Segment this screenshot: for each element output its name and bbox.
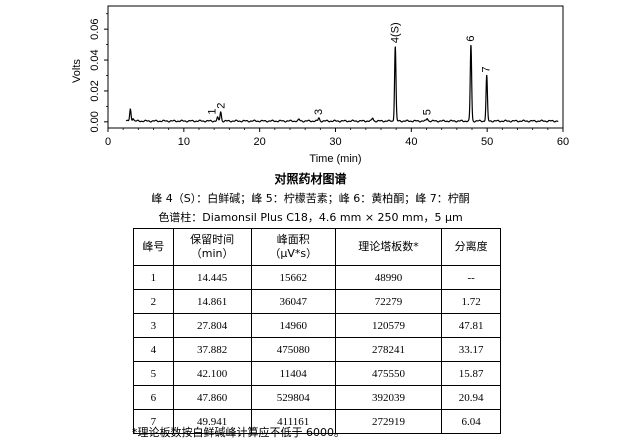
table-row: 5 42.100 11404 475550 15.87	[133, 361, 501, 386]
table-row: 7 49.941 411161 272919 6.04	[133, 409, 501, 434]
peak-label: 2	[216, 103, 228, 109]
y-tick-label: 0.04	[89, 49, 101, 70]
table-row: 6 47.860 529804 392039 20.94	[133, 385, 501, 410]
chromatogram-trace	[125, 44, 559, 123]
footnote: *理论板数按白鲜碱峰计算应不低于 6000。	[132, 426, 345, 439]
cell-retention-time: 14.861	[172, 289, 252, 314]
cell-peak-area: 475080	[250, 337, 336, 362]
chart-title: 对照药材图谱	[274, 172, 347, 186]
cell-peak-number: 1	[133, 265, 174, 290]
peak-label: 1	[207, 109, 219, 115]
table-row: 4 37.882 475080 278241 33.17	[133, 337, 501, 362]
cell-theoretical-plates: 392039	[334, 385, 443, 410]
cell-resolution: 6.04	[441, 409, 501, 434]
y-tick-label: 0.06	[89, 18, 101, 39]
x-tick-label: 30	[329, 136, 341, 148]
cell-theoretical-plates: 48990	[334, 265, 443, 290]
cell-peak-area: 15662	[250, 265, 336, 290]
peak-label: 7	[481, 66, 493, 72]
cell-peak-number: 4	[133, 337, 174, 362]
cell-theoretical-plates: 475550	[334, 361, 443, 386]
cell-resolution: 20.94	[441, 385, 501, 410]
cell-retention-time: 42.100	[172, 361, 252, 386]
table-header-row: 峰号 保留时间 （min） 峰面积 （μV*s） 理论塔板数* 分离度	[133, 228, 501, 266]
cell-resolution: 15.87	[441, 361, 501, 386]
peak-label: 6	[465, 35, 477, 41]
table-row: 2 14.861 36047 72279 1.72	[133, 289, 501, 314]
y-axis-label: Volts	[71, 59, 83, 83]
cell-peak-area: 529804	[250, 385, 336, 410]
table-row: 3 27.804 14960 120579 47.81	[133, 313, 501, 338]
chromatogram-chart: 0 10 20 30 40 50 60 0.00 0.02 0.04 0.06 Time (min) V…	[71, 5, 569, 165]
x-tick-label: 50	[481, 136, 493, 148]
table-body: 1 14.445 15662 48990 -- 2 14.861 36047 72279 1.72…	[133, 265, 501, 434]
cell-peak-number: 3	[133, 313, 174, 338]
peak-label: 5	[421, 109, 433, 115]
chromatogram-trace-group	[125, 44, 559, 123]
column-caption: 色谱柱：Diamonsil Plus C18，4.6 mm × 250 mm，5…	[158, 211, 463, 224]
header-resolution: 分离度	[441, 228, 501, 266]
peak-labels: 12 3 4(S) 5 6 7	[207, 22, 493, 115]
y-tick-label: 0.02	[89, 80, 101, 101]
plot-frame	[107, 5, 564, 129]
cell-peak-number: 2	[133, 289, 174, 314]
x-tick-label: 60	[557, 136, 569, 148]
cell-peak-area: 411161	[250, 409, 336, 434]
cell-retention-time: 49.941	[172, 409, 252, 434]
table-row: 1 14.445 15662 48990 --	[133, 265, 501, 290]
header-theoretical-plates: 理论塔板数*	[334, 228, 443, 266]
header-retention-time: 保留时间 （min）	[172, 228, 252, 266]
cell-peak-area: 11404	[250, 361, 336, 386]
x-tick-label: 10	[178, 136, 190, 148]
peak-label: 4(S)	[389, 22, 401, 43]
x-tick-label: 40	[405, 136, 417, 148]
header-peak-number: 峰号	[133, 228, 174, 266]
x-tick-label: 20	[254, 136, 266, 148]
cell-peak-number: 5	[133, 361, 174, 386]
cell-retention-time: 47.860	[172, 385, 252, 410]
cell-peak-number: 6	[133, 385, 174, 410]
peak-results-table: 峰号 保留时间 （min） 峰面积 （μV*s） 理论塔板数* 分离度 1 14.44…	[133, 228, 501, 434]
x-axis-label: Time (min)	[309, 153, 361, 165]
cell-resolution: --	[441, 265, 501, 290]
peak-label: 3	[313, 109, 325, 115]
cell-peak-area: 36047	[250, 289, 336, 314]
cell-theoretical-plates: 120579	[334, 313, 443, 338]
peak-identity-caption: 峰 4（S）：白鲜碱；峰 5：柠檬苦素；峰 6：黄柏酮；峰 7：柠酮	[151, 192, 470, 205]
chart-axes: 0 10 20 30 40 50 60 0.00 0.02 0.04 0.06 Time (min) V…	[71, 5, 569, 165]
cell-theoretical-plates: 278241	[334, 337, 443, 362]
x-tick-label: 0	[105, 136, 111, 148]
header-peak-area: 峰面积 （μV*s）	[250, 228, 336, 266]
cell-retention-time: 14.445	[172, 265, 252, 290]
cell-retention-time: 37.882	[172, 337, 252, 362]
cell-retention-time: 27.804	[172, 313, 252, 338]
cell-theoretical-plates: 272919	[334, 409, 443, 434]
cell-resolution: 1.72	[441, 289, 501, 314]
y-tick-label: 0.00	[89, 111, 101, 132]
cell-peak-area: 14960	[250, 313, 336, 338]
cell-resolution: 33.17	[441, 337, 501, 362]
cell-theoretical-plates: 72279	[334, 289, 443, 314]
cell-peak-number: 7	[133, 409, 174, 434]
cell-resolution: 47.81	[441, 313, 501, 338]
